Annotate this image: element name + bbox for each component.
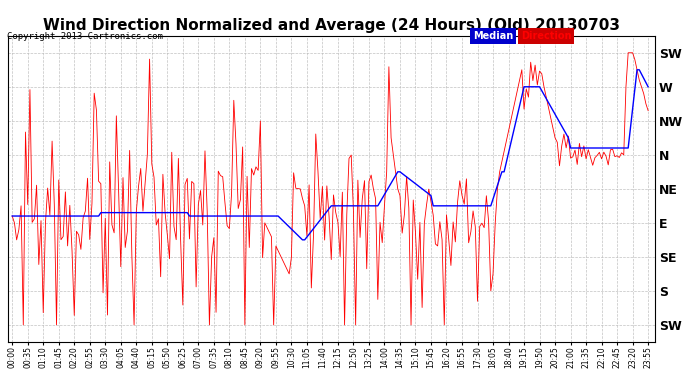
Text: Direction: Direction xyxy=(521,32,571,41)
Text: Median: Median xyxy=(473,32,513,41)
Text: Copyright 2013 Cartronics.com: Copyright 2013 Cartronics.com xyxy=(7,32,163,41)
Title: Wind Direction Normalized and Average (24 Hours) (Old) 20130703: Wind Direction Normalized and Average (2… xyxy=(43,18,620,33)
